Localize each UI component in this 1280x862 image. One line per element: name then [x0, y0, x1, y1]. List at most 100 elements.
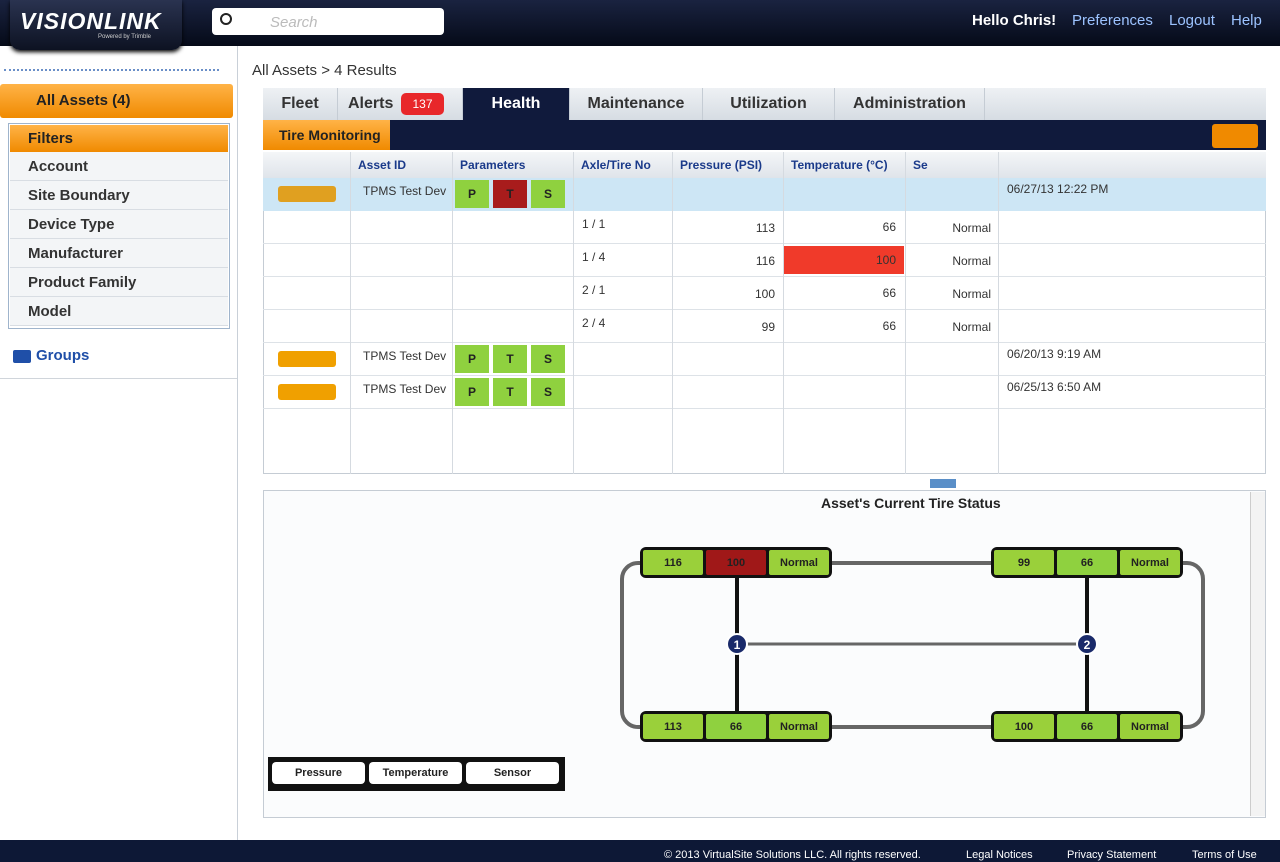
tab[interactable]: Health: [463, 88, 570, 120]
filter-item[interactable]: Manufacturer: [10, 239, 228, 268]
param-chip[interactable]: T: [493, 180, 527, 208]
logo-text: VISIONLINK: [20, 8, 162, 34]
param-chip[interactable]: P: [455, 378, 489, 406]
column-header[interactable]: Parameters: [460, 158, 526, 172]
param-chip[interactable]: T: [493, 378, 527, 406]
tab[interactable]: Maintenance: [570, 88, 703, 120]
tire-pressure: 100: [994, 714, 1054, 739]
tire-temperature: 66: [706, 714, 766, 739]
scrollbar: [1250, 492, 1265, 816]
param-chip[interactable]: T: [493, 345, 527, 373]
filter-item[interactable]: Device Type: [10, 210, 228, 239]
axle: 1 / 4: [582, 250, 606, 264]
menu-button[interactable]: [1212, 124, 1258, 148]
tab[interactable]: Administration: [835, 88, 985, 120]
asset-date: 06/20/13 9:19 AM: [1007, 347, 1102, 361]
pressure: 99: [761, 319, 775, 334]
column-divider: [998, 152, 999, 474]
tire-pressure: 116: [643, 550, 703, 575]
param-chip[interactable]: P: [455, 180, 489, 208]
filters-box: [8, 123, 230, 329]
tire-row: [263, 211, 1266, 244]
tab[interactable]: Alerts: [338, 88, 463, 120]
footer-link[interactable]: Privacy Statement: [1067, 849, 1157, 861]
asset-row[interactable]: [263, 343, 1266, 376]
column-header[interactable]: Temperature (°C): [791, 158, 888, 172]
pressure: 116: [755, 253, 775, 268]
tire-sensor: Normal: [769, 714, 829, 739]
filter-item[interactable]: Account: [10, 152, 228, 181]
tire-pressure: 113: [643, 714, 703, 739]
asset-date: 06/27/13 12:22 PM: [1007, 182, 1109, 196]
column-header[interactable]: Asset ID: [358, 158, 407, 172]
tire-status: 99 66 Normal: [991, 547, 1183, 578]
alerts-badge[interactable]: 137: [401, 93, 444, 115]
column-header[interactable]: Se: [913, 158, 928, 172]
legend-button[interactable]: Temperature: [369, 762, 462, 784]
pressure: 100: [754, 286, 775, 301]
search-box[interactable]: Search: [212, 8, 444, 35]
logo: VISIONLINK Powered by Trimble: [10, 0, 182, 50]
temperature: 66: [784, 312, 904, 340]
groups-link[interactable]: Groups: [36, 347, 90, 364]
tire-sensor: Normal: [1120, 714, 1180, 739]
asset-icon: [278, 186, 336, 202]
header-link[interactable]: Preferences: [1072, 12, 1153, 29]
header-link[interactable]: Help: [1231, 12, 1262, 29]
footer-link[interactable]: Legal Notices: [966, 849, 1033, 861]
legend-button[interactable]: Pressure: [272, 762, 365, 784]
param-chip[interactable]: P: [455, 345, 489, 373]
column-header[interactable]: Axle/Tire No: [581, 158, 651, 172]
tire-row: [263, 244, 1266, 277]
tab[interactable]: Fleet: [263, 88, 338, 120]
sensor: Normal: [952, 286, 991, 301]
column-divider: [573, 152, 574, 474]
temperature: 66: [784, 213, 904, 241]
tire-pressure: 99: [994, 550, 1054, 575]
footer: [0, 840, 1280, 862]
all-assets-button[interactable]: All Assets (4): [0, 84, 233, 118]
asset-id: TPMS Test Dev: [363, 382, 447, 396]
legend-button[interactable]: Sensor: [466, 762, 559, 784]
column-divider: [783, 152, 784, 474]
collapse-line: [4, 69, 219, 71]
sensor: Normal: [952, 319, 991, 334]
frame: [620, 561, 1205, 729]
tire-temperature: 66: [1057, 550, 1117, 575]
temperature: 100: [784, 246, 904, 274]
tab[interactable]: Utilization: [703, 88, 835, 120]
axle: 2 / 4: [582, 316, 606, 330]
sensor: Normal: [952, 220, 991, 235]
sub-bar: [263, 120, 1266, 150]
temperature: 66: [784, 279, 904, 307]
asset-row[interactable]: [263, 178, 1266, 211]
axle: 1 / 1: [582, 217, 606, 231]
tire-status: 100 66 Normal: [991, 711, 1183, 742]
sub-tab[interactable]: Tire Monitoring: [263, 120, 390, 150]
axle-label: 1: [734, 638, 741, 652]
filter-item[interactable]: Product Family: [10, 268, 228, 297]
filter-item[interactable]: Site Boundary: [10, 181, 228, 210]
param-chip[interactable]: S: [531, 180, 565, 208]
split-handle: [930, 479, 956, 488]
sensor: Normal: [952, 253, 991, 268]
asset-date: 06/25/13 6:50 AM: [1007, 380, 1102, 394]
tire-status: 113 66 Normal: [640, 711, 832, 742]
filter-item[interactable]: Model: [10, 297, 228, 326]
column-header[interactable]: Pressure (PSI): [680, 158, 763, 172]
search-placeholder: Search: [270, 14, 318, 31]
footer-link[interactable]: Terms of Use: [1192, 849, 1257, 861]
param-chip[interactable]: S: [531, 345, 565, 373]
header-link[interactable]: Logout: [1169, 12, 1215, 29]
column-divider: [452, 152, 453, 474]
sidebar-border: [237, 46, 238, 840]
param-chip[interactable]: S: [531, 378, 565, 406]
search-glass: [220, 13, 232, 25]
axle: 2 / 1: [582, 283, 606, 297]
tire-row: [263, 277, 1266, 310]
copyright: © 2013 VirtualSite Solutions LLC. All ri…: [664, 849, 921, 861]
asset-row[interactable]: [263, 376, 1266, 409]
pressure: 113: [755, 220, 775, 235]
table-head: [263, 152, 1266, 178]
